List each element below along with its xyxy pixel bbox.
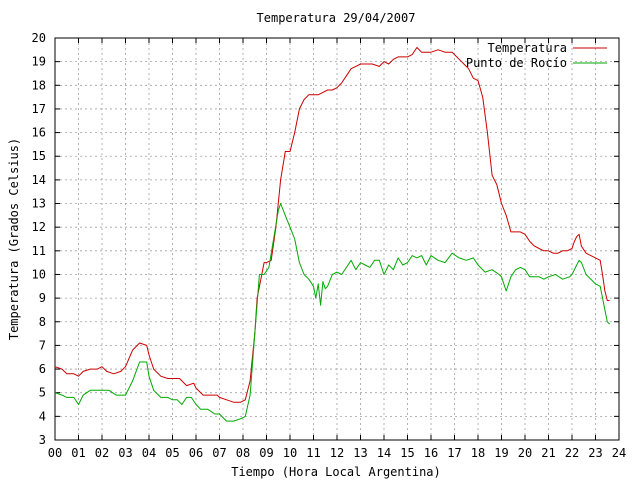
x-tick-label: 09: [259, 446, 273, 460]
legend-label: Punto de Rocío: [466, 56, 567, 70]
x-tick-label: 17: [447, 446, 461, 460]
x-tick-label: 06: [189, 446, 203, 460]
series-line-0: [54, 47, 610, 403]
x-tick-label: 04: [142, 446, 156, 460]
y-tick-label: 19: [32, 55, 46, 69]
y-tick-label: 16: [32, 126, 46, 140]
x-axis-label: Tiempo (Hora Local Argentina): [231, 465, 441, 479]
x-tick-label: 02: [95, 446, 109, 460]
x-tick-label: 10: [283, 446, 297, 460]
chart-title: Temperatura 29/04/2007: [257, 11, 416, 25]
grid-lines: [55, 38, 619, 440]
y-tick-label: 20: [32, 31, 46, 45]
axis-ticks: 00 01 02 03 04 05 06 07 08 09 10 11 12 13 14 15 16 17 18 19…: [32, 31, 627, 460]
y-tick-label: 3: [39, 433, 46, 447]
y-tick-label: 5: [39, 386, 46, 400]
y-tick-label: 10: [32, 267, 46, 281]
x-tick-label: 12: [330, 446, 344, 460]
x-tick-label: 22: [565, 446, 579, 460]
x-tick-label: 21: [541, 446, 555, 460]
x-tick-label: 20: [518, 446, 532, 460]
y-tick-label: 9: [39, 291, 46, 305]
y-tick-label: 7: [39, 338, 46, 352]
series-line-1: [54, 203, 610, 422]
y-tick-label: 15: [32, 149, 46, 163]
legend-label: Temperatura: [488, 41, 567, 55]
y-tick-label: 8: [39, 315, 46, 329]
x-tick-label: 24: [612, 446, 626, 460]
x-tick-label: 11: [306, 446, 320, 460]
x-tick-label: 01: [71, 446, 85, 460]
y-axis-label: Temperatura (Grados Celsius): [7, 138, 21, 340]
x-tick-label: 19: [494, 446, 508, 460]
x-tick-label: 18: [471, 446, 485, 460]
y-tick-label: 17: [32, 102, 46, 116]
x-tick-label: 08: [236, 446, 250, 460]
x-tick-label: 16: [424, 446, 438, 460]
y-tick-label: 6: [39, 362, 46, 376]
x-tick-label: 07: [212, 446, 226, 460]
x-tick-label: 00: [48, 446, 62, 460]
y-tick-label: 11: [32, 244, 46, 258]
y-tick-label: 18: [32, 78, 46, 92]
y-tick-label: 14: [32, 173, 46, 187]
x-tick-label: 03: [118, 446, 132, 460]
y-tick-label: 4: [39, 409, 46, 423]
x-tick-label: 13: [353, 446, 367, 460]
y-tick-label: 13: [32, 197, 46, 211]
y-tick-label: 12: [32, 220, 46, 234]
series-lines: [54, 47, 610, 422]
x-tick-label: 23: [588, 446, 602, 460]
x-tick-label: 14: [377, 446, 391, 460]
x-tick-label: 15: [400, 446, 414, 460]
x-tick-label: 05: [165, 446, 179, 460]
